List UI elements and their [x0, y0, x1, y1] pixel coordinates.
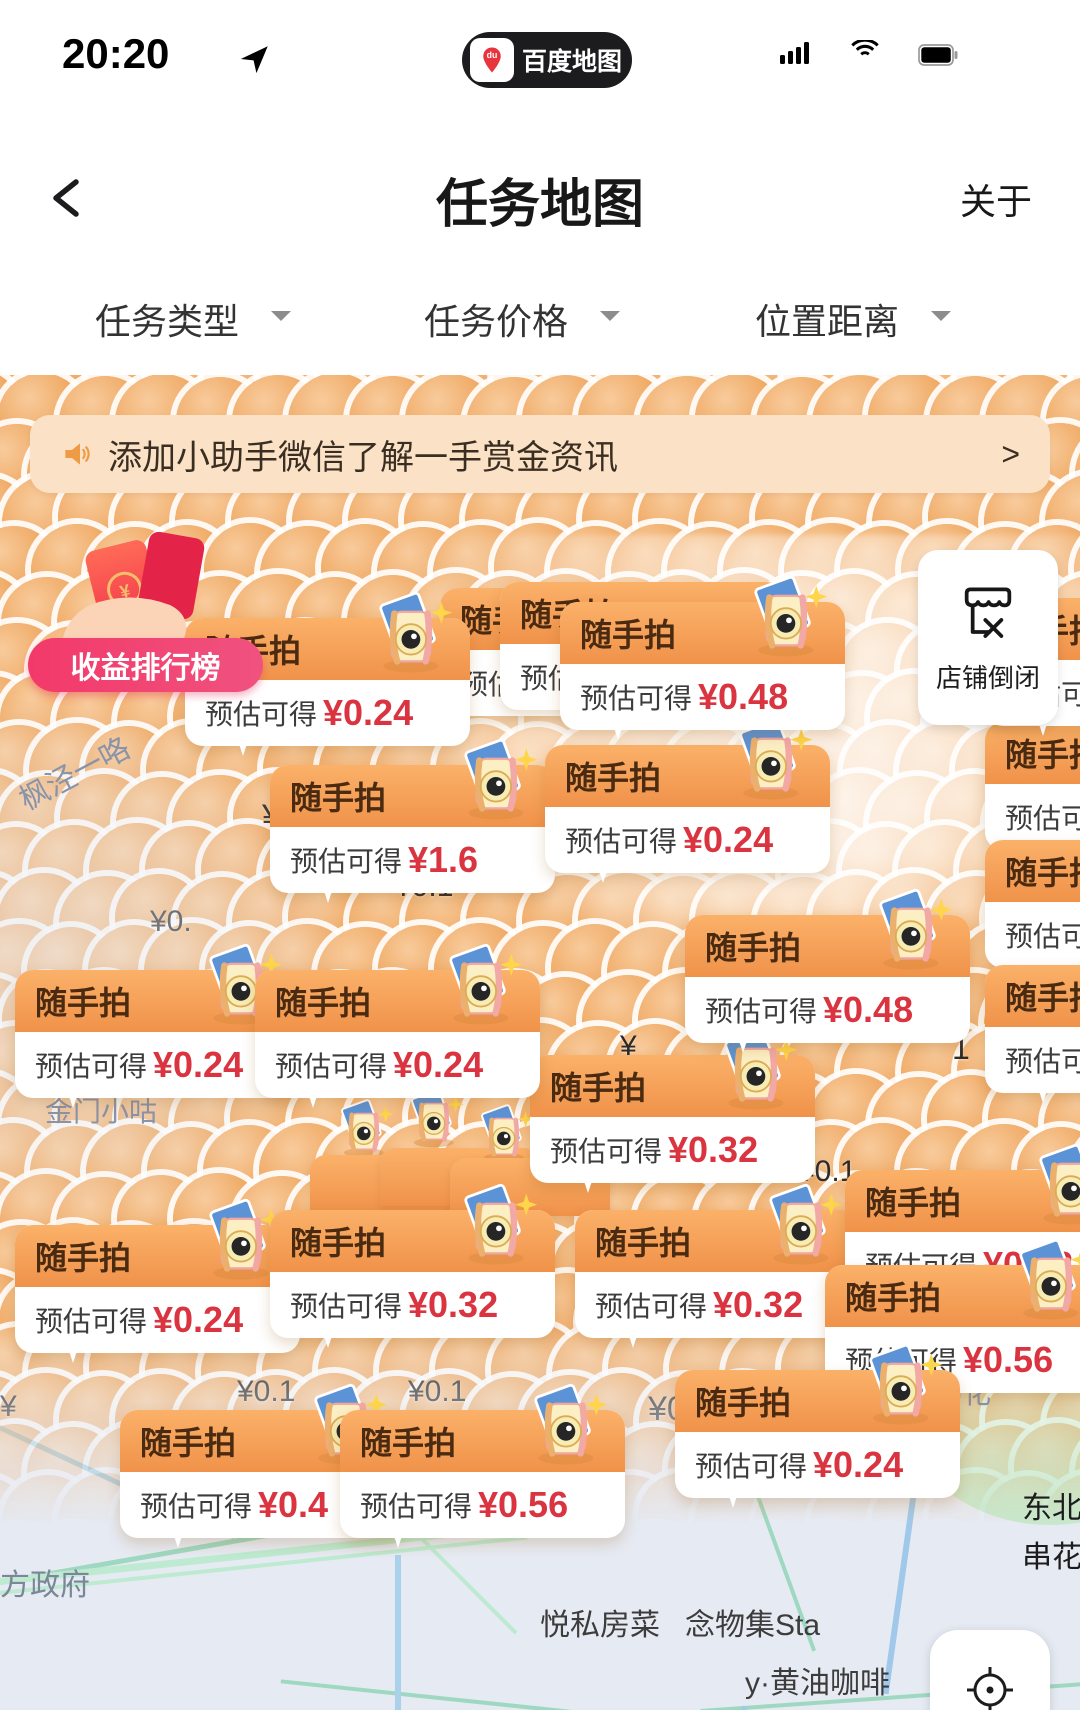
- svg-text:du: du: [487, 50, 498, 60]
